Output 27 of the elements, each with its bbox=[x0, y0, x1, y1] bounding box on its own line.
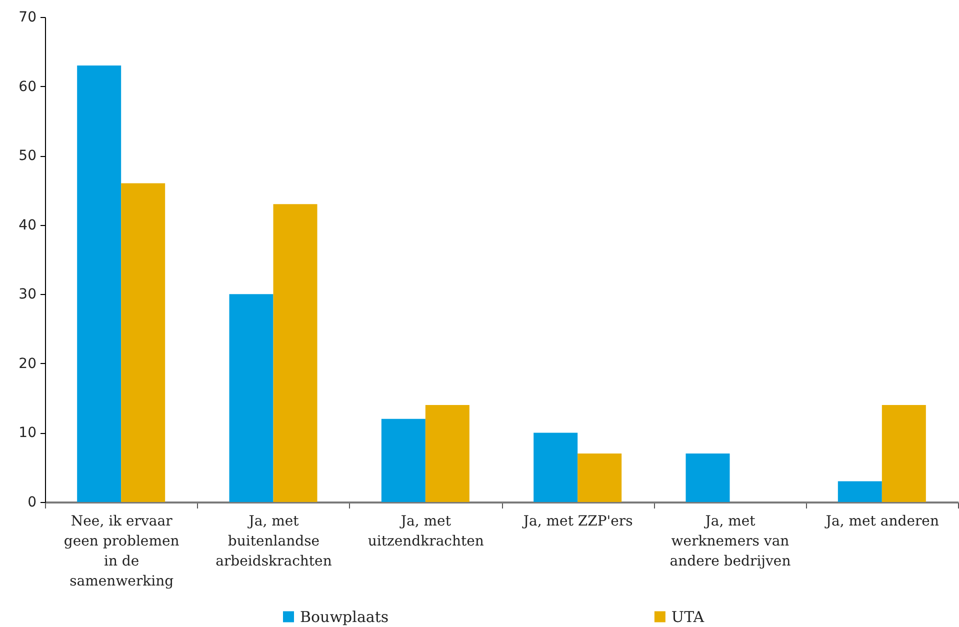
bar bbox=[425, 405, 470, 502]
bar bbox=[273, 204, 318, 502]
bar bbox=[534, 432, 578, 502]
y-tick-label: 50 bbox=[18, 148, 36, 164]
y-tick-label: 70 bbox=[18, 10, 36, 26]
y-tick-label: 10 bbox=[18, 425, 36, 442]
y-tick-label: 20 bbox=[18, 356, 36, 372]
x-tick-label: Ja, met anderen bbox=[824, 514, 939, 530]
legend-label: UTA bbox=[671, 608, 704, 626]
bar bbox=[578, 454, 622, 502]
bar bbox=[838, 481, 882, 502]
y-tick-label: 60 bbox=[18, 78, 36, 95]
x-tick-label: Ja, met buitenlandse arbeidskrachten bbox=[216, 514, 332, 570]
bar bbox=[882, 405, 926, 502]
bar bbox=[229, 294, 274, 502]
bar bbox=[77, 66, 122, 502]
y-tick-label: 40 bbox=[18, 217, 36, 234]
x-tick-label: Nee, ik ervaar geen problemen in de samenwerking bbox=[64, 514, 180, 590]
legend-label: Bouwplaats bbox=[300, 608, 389, 626]
x-tick-label: Ja, met werknemers van andere bedrijven bbox=[670, 514, 791, 570]
y-tick-label: 30 bbox=[18, 286, 36, 303]
x-tick-label: Ja, met uitzendkrachten bbox=[368, 514, 484, 550]
bar bbox=[686, 454, 730, 502]
y-tick-label: 0 bbox=[28, 494, 36, 510]
bar bbox=[121, 183, 166, 502]
x-tick-label: Ja, met ZZP'ers bbox=[521, 514, 633, 530]
bar bbox=[381, 418, 426, 502]
